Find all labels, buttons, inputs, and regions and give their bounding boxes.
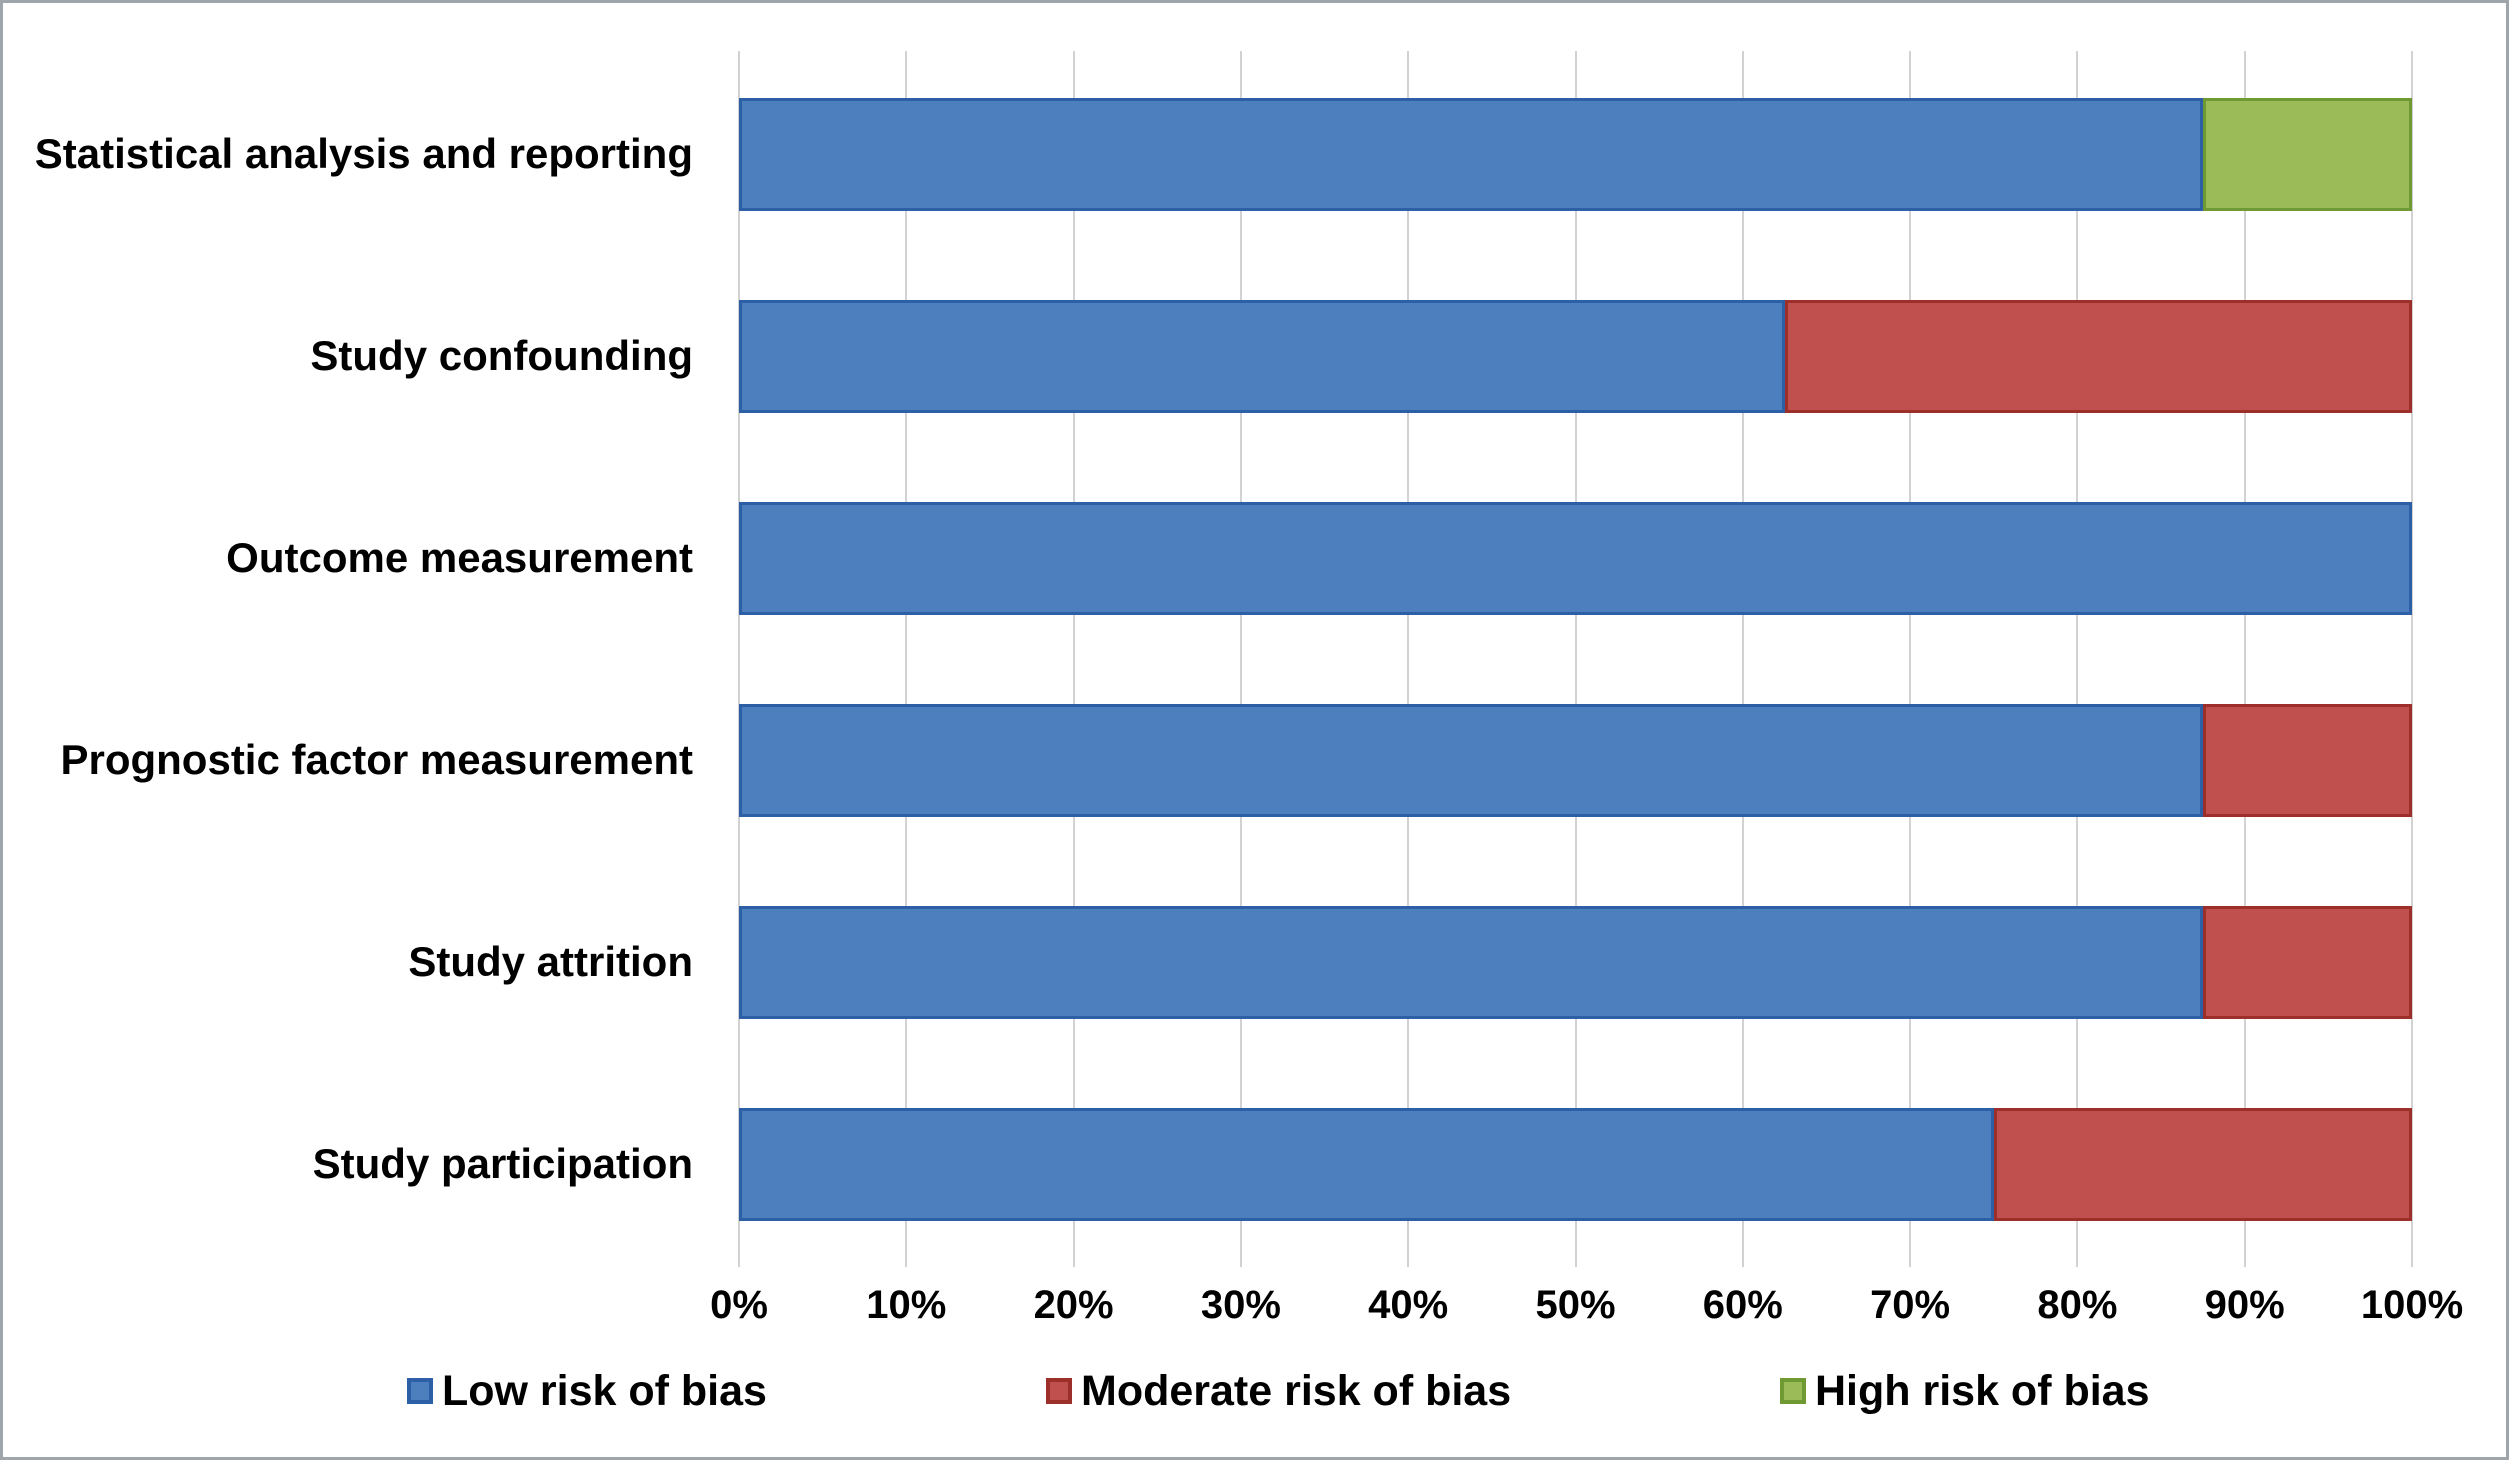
gridline-50% — [1574, 51, 1577, 1267]
legend-swatch-low-risk-of-bias — [407, 1378, 433, 1404]
gridline-90% — [2243, 51, 2246, 1267]
bar-segment-low-risk-of-bias — [739, 300, 1785, 413]
legend-label-low-risk-of-bias: Low risk of bias — [442, 1366, 767, 1415]
bar-segment-moderate-risk-of-bias — [1993, 1108, 2412, 1221]
gridline-70% — [1909, 51, 1912, 1267]
bar-segment-moderate-risk-of-bias — [1784, 300, 2412, 413]
legend-item-moderate-risk-of-bias: Moderate risk of bias — [1046, 1365, 1511, 1417]
category-label-study-confounding: Study confounding — [310, 332, 693, 380]
gridline-30% — [1239, 51, 1242, 1267]
legend-swatch-high-risk-of-bias — [1780, 1378, 1806, 1404]
bar-segment-moderate-risk-of-bias — [2202, 906, 2412, 1019]
legend-label-moderate-risk-of-bias: Moderate risk of bias — [1081, 1366, 1512, 1415]
x-tick-label-90%: 90% — [2204, 1283, 2285, 1327]
gridline-40% — [1407, 51, 1410, 1267]
bar-segment-low-risk-of-bias — [739, 502, 2412, 615]
x-tick-label-30%: 30% — [1200, 1283, 1281, 1327]
legend-item-low-risk-of-bias: Low risk of bias — [407, 1365, 767, 1417]
category-label-statistical-analysis-and-reporting: Statistical analysis and reporting — [34, 130, 693, 178]
x-tick-label-60%: 60% — [1702, 1283, 1783, 1327]
gridline-0% — [738, 51, 740, 1267]
x-tick-label-100%: 100% — [2360, 1283, 2464, 1327]
x-tick-label-10%: 10% — [866, 1283, 947, 1327]
x-tick-label-20%: 20% — [1033, 1283, 1114, 1327]
plot-area: 0% 10% 20% 30% 40% 50% 60% 70% 80% 90% 100% Statist… — [3, 3, 2506, 1457]
gridline-20% — [1072, 51, 1075, 1267]
bar-segment-low-risk-of-bias — [739, 704, 2203, 817]
bar-segment-moderate-risk-of-bias — [2202, 704, 2412, 817]
bar-row-outcome-measurement — [739, 502, 2412, 615]
gridline-10% — [905, 51, 908, 1267]
bar-row-study-participation — [739, 1108, 2412, 1221]
legend-swatch-moderate-risk-of-bias — [1046, 1378, 1072, 1404]
bar-segment-low-risk-of-bias — [739, 1108, 1994, 1221]
legend-item-high-risk-of-bias: High risk of bias — [1780, 1365, 2150, 1417]
bar-segment-low-risk-of-bias — [739, 906, 2203, 1019]
x-tick-label-0%: 0% — [710, 1283, 768, 1327]
category-label-study-attrition: Study attrition — [408, 938, 693, 986]
x-tick-label-50%: 50% — [1535, 1283, 1616, 1327]
bar-row-study-confounding — [739, 300, 2412, 413]
legend-label-high-risk-of-bias: High risk of bias — [1815, 1366, 2150, 1415]
bar-row-statistical-analysis-and-reporting — [739, 98, 2412, 211]
bar-row-study-attrition — [739, 906, 2412, 1019]
category-label-outcome-measurement: Outcome measurement — [226, 534, 693, 582]
x-tick-label-80%: 80% — [2037, 1283, 2118, 1327]
bar-segment-high-risk-of-bias — [2202, 98, 2412, 211]
bar-row-prognostic-factor-measurement — [739, 704, 2412, 817]
gridline-60% — [1741, 51, 1744, 1267]
category-label-study-participation: Study participation — [312, 1140, 693, 1188]
category-label-prognostic-factor-measurement: Prognostic factor measurement — [60, 736, 693, 784]
gridline-80% — [2076, 51, 2079, 1267]
x-tick-label-70%: 70% — [1870, 1283, 1951, 1327]
x-tick-label-40%: 40% — [1368, 1283, 1449, 1327]
bar-segment-low-risk-of-bias — [739, 98, 2203, 211]
gridline-100% — [2411, 51, 2413, 1267]
